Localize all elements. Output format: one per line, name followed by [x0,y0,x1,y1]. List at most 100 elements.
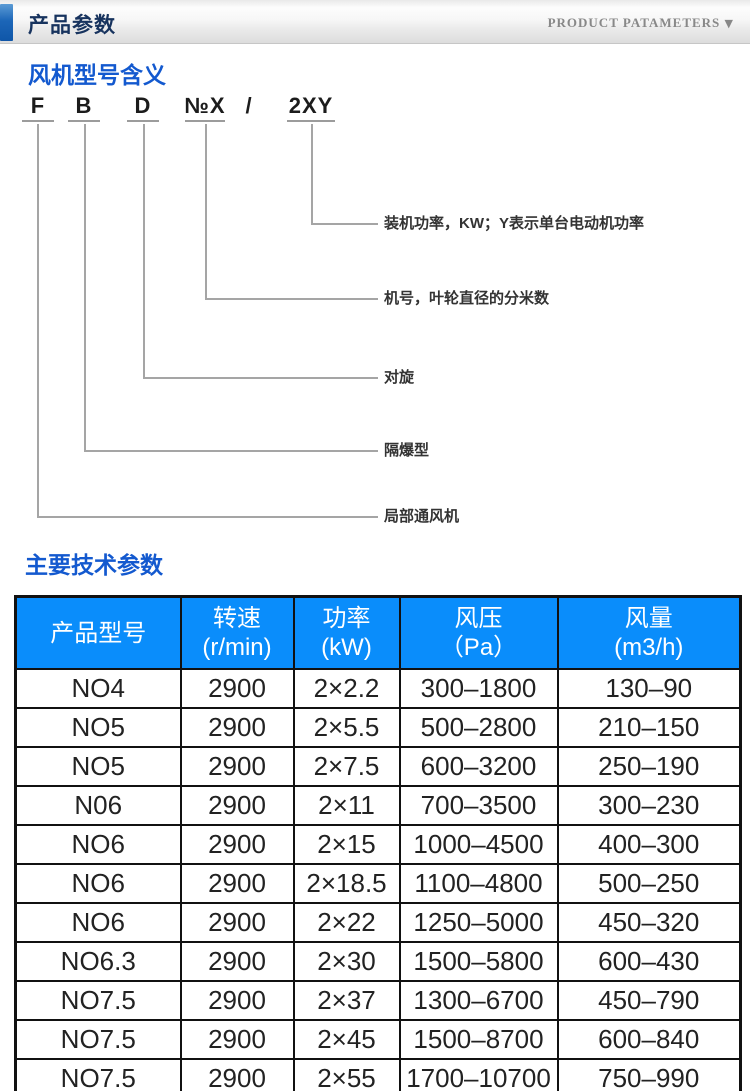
table-cell: NO4 [14,668,182,709]
table-cell: 2×15 [292,824,401,865]
diagram-hline [205,298,378,300]
table-row: NO7.5 2900 2×37 1300–6700 450–790 [14,980,742,1021]
product-parameters-dropdown[interactable]: PRODUCT PATAMETERS ▼ [548,15,734,31]
table-cell: 2900 [179,980,295,1021]
diagram-underline [185,120,225,122]
table-cell: 500–2800 [398,707,559,748]
page-title: 产品参数 [28,14,116,37]
diagram-vline [84,124,86,450]
table-cell: 400–300 [556,824,742,865]
table-cell: 2×37 [292,980,401,1021]
table-cell: 450–790 [556,980,742,1021]
table-cell: 1700–10700 [398,1058,559,1091]
table-cell: 2×22 [292,902,401,943]
diagram-underline [287,120,335,122]
table-cell: 300–1800 [398,668,559,709]
diagram-hline [84,450,378,452]
diagram-label: 局部通风机 [384,508,460,525]
table-cell: 750–990 [556,1058,742,1091]
table-cell: NO6 [14,863,182,904]
column-header: 风压 （Pa） [398,595,559,670]
table-row: NO6 2900 2×15 1000–4500 400–300 [14,824,742,865]
diagram-label: 机号，叶轮直径的分米数 [384,290,550,307]
table-cell: 2900 [179,707,295,748]
table-cell: 450–320 [556,902,742,943]
table-cell: 2900 [179,785,295,826]
table-cell: 600–430 [556,941,742,982]
diagram-underline [127,120,159,122]
table-cell: N06 [14,785,182,826]
table-cell: 210–150 [556,707,742,748]
table-cell: 600–3200 [398,746,559,787]
table-row: NO6.3 2900 2×30 1500–5800 600–430 [14,941,742,982]
tech-params-heading: 主要技术参数 [25,552,163,578]
specs-table: 产品型号 转速 (r/min) 功率 (kW) 风压 （Pa） 风量 (m3/h) NO4 290… [14,595,742,1091]
diagram-code-F: F [30,93,46,118]
diagram-vline [311,124,313,223]
column-header: 产品型号 [14,595,182,670]
diagram-code-NoX: №X [184,93,226,118]
table-cell: 2900 [179,1058,295,1091]
table-cell: 600–840 [556,1019,742,1060]
table-row: NO6 2900 2×22 1250–5000 450–320 [14,902,742,943]
table-cell: 700–3500 [398,785,559,826]
diagram-hline [37,516,378,518]
diagram-code-slash: / [245,93,253,118]
diagram-code-D: D [134,93,152,118]
table-cell: 130–90 [556,668,742,709]
table-row: NO5 2900 2×7.5 600–3200 250–190 [14,746,742,787]
diagram-label: 对旋 [384,369,415,386]
table-cell: 500–250 [556,863,742,904]
table-row: N06 2900 2×11 700–3500 300–230 [14,785,742,826]
column-header: 转速 (r/min) [179,595,295,670]
section-header-bar: 产品参数 PRODUCT PATAMETERS ▼ [0,0,750,44]
diagram-code-2XY: 2XY [288,93,334,118]
table-cell: 250–190 [556,746,742,787]
table-row: NO7.5 2900 2×55 1700–10700 750–990 [14,1058,742,1091]
table-cell: NO7.5 [14,980,182,1021]
table-cell: NO7.5 [14,1019,182,1060]
table-cell: 2900 [179,746,295,787]
table-cell: 2900 [179,824,295,865]
table-cell: 1100–4800 [398,863,559,904]
table-cell: 1500–5800 [398,941,559,982]
table-row: NO5 2900 2×5.5 500–2800 210–150 [14,707,742,748]
table-cell: 2×55 [292,1058,401,1091]
blue-accent-stub [0,4,13,41]
specs-table-body: NO4 2900 2×2.2 300–1800 130–90 NO5 2900 2×5.5 50… [14,668,742,1091]
specs-table-head: 产品型号 转速 (r/min) 功率 (kW) 风压 （Pa） 风量 (m3/h) [14,595,742,670]
table-cell: NO5 [14,746,182,787]
table-cell: 2900 [179,1019,295,1060]
table-cell: 2900 [179,941,295,982]
diagram-label: 隔爆型 [384,442,430,459]
table-cell: NO6 [14,902,182,943]
table-cell: 2×7.5 [292,746,401,787]
dropdown-arrow-icon: ▼ [724,17,734,30]
table-cell: 1000–4500 [398,824,559,865]
table-cell: NO5 [14,707,182,748]
table-cell: 2×45 [292,1019,401,1060]
table-cell: 2900 [179,902,295,943]
table-cell: 2900 [179,863,295,904]
column-header: 风量 (m3/h) [556,595,742,670]
column-header: 功率 (kW) [292,595,401,670]
diagram-hline [143,377,378,379]
table-row: NO7.5 2900 2×45 1500–8700 600–840 [14,1019,742,1060]
diagram-underline [68,120,100,122]
table-cell: NO7.5 [14,1058,182,1091]
table-cell: 2900 [179,668,295,709]
table-cell: 300–230 [556,785,742,826]
diagram-vline [205,124,207,298]
diagram-hline [311,223,378,225]
product-parameters-label: PRODUCT PATAMETERS [547,15,721,30]
table-cell: 2×2.2 [292,668,401,709]
table-cell: 2×11 [292,785,401,826]
table-cell: NO6 [14,824,182,865]
table-cell: 2×5.5 [292,707,401,748]
table-cell: 2×30 [292,941,401,982]
diagram-underline [22,120,54,122]
table-cell: 1500–8700 [398,1019,559,1060]
diagram-label: 装机功率，KW；Y表示单台电动机功率 [384,215,644,232]
table-cell: 1300–6700 [398,980,559,1021]
